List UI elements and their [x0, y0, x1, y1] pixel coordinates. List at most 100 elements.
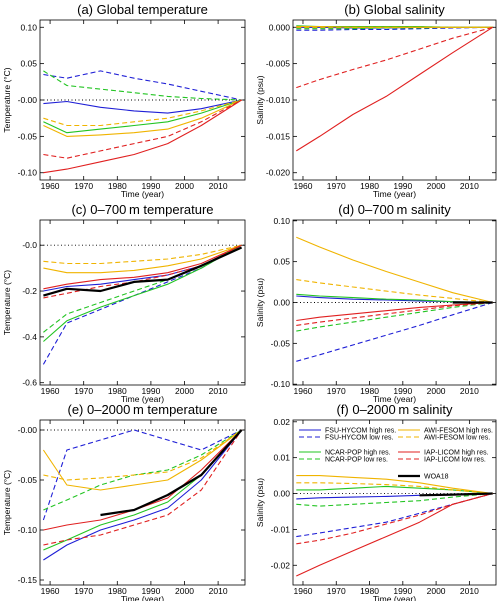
series-line-iap-licom-high-res- — [43, 244, 242, 290]
y-tick-label: -0.010 — [266, 95, 290, 105]
x-tick-label: 2000 — [427, 181, 446, 191]
series-line-ncar-pop-low-res- — [296, 492, 493, 507]
series-line-iap-licom-low-res- — [296, 492, 493, 545]
legend-label: NCAR-POP low res. — [325, 457, 388, 464]
x-tick-label: 1970 — [327, 386, 346, 396]
x-tick-label: 1990 — [141, 586, 160, 596]
y-tick-label: -0.05 — [271, 338, 291, 348]
panel-title: (a) Global temperature — [77, 2, 208, 17]
y-tick-label: -0.15 — [18, 575, 38, 585]
series-group — [42, 429, 243, 561]
x-tick-label: 2010 — [209, 181, 228, 191]
x-axis-label: Time (year) — [121, 189, 164, 199]
legend-label: FSU-HYCOM low res. — [325, 435, 394, 442]
series-line-awi-fesom-high-res- — [43, 99, 242, 137]
series-line-awi-fesom-high-res- — [42, 429, 242, 491]
series-line-awi-fesom-low-res- — [43, 99, 242, 127]
x-tick-label: 1990 — [393, 181, 412, 191]
x-tick-label: 1990 — [141, 181, 160, 191]
series-line-fsu-hycom-low-res- — [42, 244, 242, 365]
y-tick-label: -0.00 — [18, 95, 38, 105]
y-axis-label: Salinity (psu) — [255, 75, 265, 124]
series-line-iap-licom-high-res- — [43, 99, 242, 174]
series-line-fsu-hycom-low-res- — [42, 429, 242, 521]
series-line-fsu-hycom-low-res- — [296, 492, 493, 538]
y-tick-label: -0.10 — [271, 379, 291, 389]
panel-f: (f) 0–2000 m salinity 1960 1970 1980 1990 200… — [255, 402, 497, 601]
y-tick-label: -0.10 — [18, 525, 38, 535]
series-line-woa18 — [43, 246, 243, 297]
y-tick-label: 0.10 — [273, 216, 290, 226]
y-tick-label: -0.005 — [266, 59, 290, 69]
y-tick-label: 0.00 — [273, 489, 290, 499]
legend-label: FSU-HYCOM high res. — [325, 428, 396, 435]
y-axis-label: Salinity (psu) — [255, 278, 265, 327]
x-tick-label: 1960 — [294, 386, 313, 396]
y-tick-label: 0.01 — [273, 453, 290, 463]
series-line-awi-fesom-low-res- — [43, 244, 242, 265]
x-tick-label: 1960 — [41, 586, 60, 596]
y-tick-label: -0.2 — [22, 286, 37, 296]
legend-label: NCAR-POP high res. — [325, 450, 391, 457]
plot-frame — [292, 419, 497, 586]
x-tick-label: 1960 — [41, 181, 60, 191]
x-tick-label: 1970 — [327, 181, 346, 191]
y-tick-label: 0.05 — [273, 257, 290, 267]
panel-e: (e) 0–2000 m temperature 1960 1970 1980 1990… — [2, 402, 246, 601]
series-line-fsu-hycom-low-res- — [43, 70, 242, 101]
x-tick-label: 2010 — [460, 586, 479, 596]
y-tick-label: -0.01 — [271, 524, 291, 534]
legend-label: IAP-LICOM high res. — [424, 450, 489, 457]
y-axis-label: Temperature (°C) — [2, 470, 12, 535]
panel-c: (c) 0–700 m temperature 1960 1970 1980 1990 2… — [2, 202, 246, 404]
series-line-iap-licom-low-res- — [296, 301, 493, 326]
y-tick-label: -0.015 — [266, 131, 290, 141]
y-tick-label: -0.0 — [22, 240, 37, 250]
x-tick-label: 2010 — [460, 386, 479, 396]
x-tick-label: 2000 — [427, 386, 446, 396]
x-tick-label: 2000 — [427, 586, 446, 596]
panel-title: (b) Global salinity — [344, 2, 445, 17]
series-line-ncar-pop-low-res- — [43, 70, 242, 101]
x-tick-label: 1970 — [74, 386, 93, 396]
x-axis-label: Time (year) — [373, 594, 416, 601]
panel-title: (c) 0–700 m temperature — [71, 202, 213, 217]
x-tick-label: 2010 — [209, 386, 228, 396]
series-line-awi-fesom-high-res- — [43, 244, 242, 274]
x-tick-label: 1980 — [108, 386, 127, 396]
series-line-fsu-hycom-low-res- — [296, 26, 493, 31]
x-tick-label: 1980 — [108, 181, 127, 191]
x-tick-label: 1990 — [393, 586, 412, 596]
y-tick-label: -0.05 — [18, 131, 38, 141]
x-tick-label: 2010 — [460, 181, 479, 191]
series-line-iap-licom-high-res- — [296, 492, 493, 577]
x-tick-label: 1980 — [360, 181, 379, 191]
panel-a: (a) Global temperature 1960 1970 1980 1990 20… — [2, 2, 246, 199]
series-line-awi-fesom-low-res- — [296, 482, 493, 495]
series-group — [43, 70, 242, 174]
series-line-ncar-pop-high-res- — [43, 244, 242, 342]
x-axis-label: Time (year) — [121, 594, 164, 601]
y-axis-label: Salinity (psu) — [255, 478, 265, 527]
series-line-woa18 — [419, 492, 493, 497]
x-tick-label: 1980 — [108, 586, 127, 596]
panel-b: (b) Global salinity 1960 1970 1980 1990 2000 2… — [255, 2, 497, 199]
panel-d: (d) 0–700 m salinity 1960 1970 1980 1990 2000… — [255, 202, 497, 404]
x-tick-label: 2000 — [175, 386, 194, 396]
series-line-ncar-pop-low-res- — [296, 301, 493, 332]
x-tick-label: 1960 — [294, 181, 313, 191]
series-group — [296, 475, 493, 577]
series-group — [296, 236, 493, 362]
y-axis-label: Temperature (°C) — [2, 270, 12, 335]
series-line-woa18 — [100, 429, 243, 517]
series-line-fsu-hycom-low-res- — [296, 301, 493, 362]
x-tick-label: 1970 — [327, 586, 346, 596]
legend-label: WOA18 — [424, 474, 449, 481]
y-tick-label: -0.4 — [22, 332, 37, 342]
y-tick-label: 0.000 — [269, 22, 291, 32]
x-tick-label: 1970 — [74, 181, 93, 191]
series-line-fsu-hycom-high-res- — [43, 99, 242, 114]
series-line-awi-fesom-high-res- — [296, 475, 493, 495]
series-line-awi-fesom-low-res- — [43, 429, 242, 481]
